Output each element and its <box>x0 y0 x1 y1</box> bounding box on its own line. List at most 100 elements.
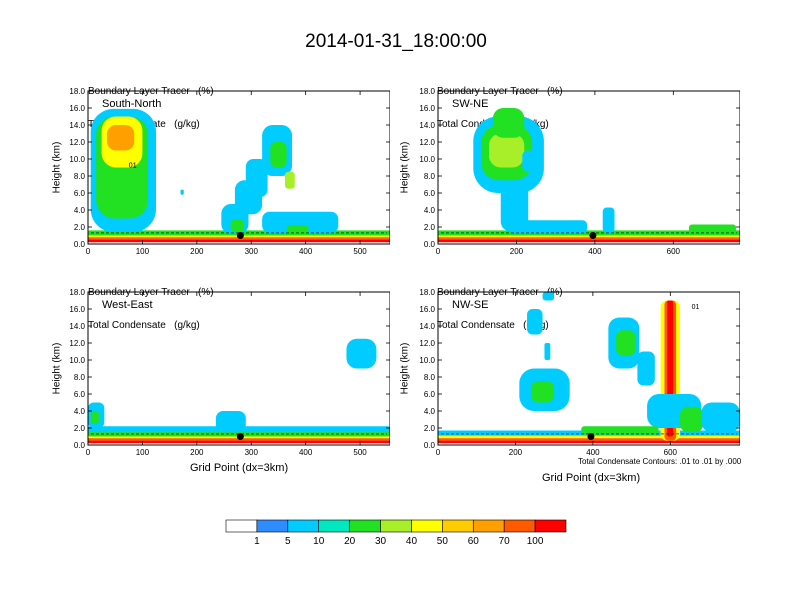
location-marker <box>236 232 244 239</box>
colorbar-label: 50 <box>436 536 448 547</box>
tracer-region <box>230 219 245 233</box>
y-tick-label: 16.0 <box>69 305 85 314</box>
panel-label: NW-SE <box>452 299 488 311</box>
y-tick-label: 6.0 <box>424 390 436 399</box>
tracer-region <box>492 108 525 138</box>
plot-sw-ne: 0.0 2.0 4.0 6.0 8.0 10.0 12.0 14.0 16.0 18.0 0 200 4… <box>419 87 740 256</box>
contour-label: 01 <box>692 304 700 311</box>
y-tick-label: 4.0 <box>74 407 86 416</box>
tracer-region <box>530 381 555 403</box>
tracer-region <box>527 309 543 335</box>
y-tick-label: 16.0 <box>419 305 435 314</box>
y-tick-label: 6.0 <box>74 189 86 198</box>
plot-nw-se: 0.0 2.0 4.0 6.0 8.0 10.0 12.0 14.0 16.0 18.0 0 200 4… <box>419 288 740 457</box>
x-tick-label: 600 <box>667 247 681 256</box>
tracer-region <box>500 184 529 232</box>
contour-label: 01 <box>129 163 137 170</box>
y-tick-label: 18.0 <box>69 87 85 96</box>
x-tick-label: 0 <box>86 448 91 457</box>
colorbar-swatch <box>411 519 443 533</box>
tracer-region <box>602 207 615 233</box>
colorbar-swatch <box>472 519 505 533</box>
tracer-region <box>90 411 99 424</box>
plot-south-north: 0.0 2.0 4.0 6.0 8.0 10.0 12.0 14.0 16.0 18.0 0 100 2… <box>69 87 390 256</box>
y-tick-label: 12.0 <box>69 339 85 348</box>
y-tick-label: 10.0 <box>69 356 85 365</box>
colorbar-swatch <box>318 519 350 533</box>
y-tick-label: 2.0 <box>74 424 86 433</box>
colorbar-label: 20 <box>344 536 356 547</box>
x-tick-label: 0 <box>436 247 441 256</box>
x-tick-label: 500 <box>353 448 367 457</box>
y-tick-label: 16.0 <box>419 104 435 113</box>
y-tick-label: 8.0 <box>424 373 436 382</box>
tracer-region <box>522 150 539 172</box>
tracer-region <box>245 159 268 198</box>
plot-west-east: 0.0 2.0 4.0 6.0 8.0 10.0 12.0 14.0 16.0 18.0 0 100 2… <box>69 288 390 457</box>
y-tick-label: 4.0 <box>74 206 86 215</box>
main-title: 2014-01-31_18:00:00 <box>305 31 487 52</box>
y-tick-label: 0.0 <box>74 441 86 450</box>
colorbar-label: 100 <box>526 536 544 547</box>
y-tick-label: 4.0 <box>424 407 436 416</box>
x-tick-label: 200 <box>190 448 204 457</box>
plot-frame <box>437 90 740 245</box>
xlabel-nw-se: Grid Point (dx=3km) <box>542 472 641 484</box>
colorbar-label: 60 <box>467 536 479 547</box>
tracer-region <box>488 133 525 168</box>
location-marker <box>587 433 595 440</box>
x-tick-label: 400 <box>588 247 602 256</box>
colorbar-label: 30 <box>374 536 387 547</box>
tracer-region <box>689 224 737 233</box>
tracer-region <box>581 426 659 435</box>
y-tick-label: 4.0 <box>424 206 436 215</box>
header-condensate-label: Total Condensate (g/kg) <box>88 320 200 331</box>
colorbar-swatch <box>256 519 289 533</box>
x-tick-label: 300 <box>245 247 259 256</box>
y-tick-label: 0.0 <box>424 441 436 450</box>
x-tick-label: 100 <box>136 247 150 256</box>
x-tick-label: 500 <box>353 247 367 256</box>
tracer-region <box>508 220 588 233</box>
x-tick-label: 300 <box>245 448 259 457</box>
x-tick-label: 400 <box>586 448 600 457</box>
heatmap-field <box>438 108 740 243</box>
y-tick-label: 0.0 <box>424 240 436 249</box>
y-tick-label: 6.0 <box>424 189 436 198</box>
location-marker <box>236 433 244 440</box>
y-tick-label: 10.0 <box>69 155 85 164</box>
tracer-region <box>270 142 287 168</box>
tracer-region <box>616 330 636 356</box>
colorbar-label: 70 <box>498 536 510 547</box>
y-tick-label: 10.0 <box>419 356 435 365</box>
plot-frame <box>437 291 740 446</box>
colorbar-swatch <box>349 519 381 533</box>
y-tick-label: 12.0 <box>69 138 85 147</box>
x-tick-label: 400 <box>299 448 313 457</box>
location-marker <box>589 232 597 239</box>
colorbar-label: 10 <box>313 536 325 547</box>
x-tick-label: 200 <box>190 247 204 256</box>
heatmap-field <box>88 108 390 243</box>
colorbar-swatch <box>442 519 474 533</box>
tracer-region <box>215 411 246 433</box>
plot-frame <box>87 90 390 245</box>
colorbar-label: 1 <box>254 536 260 547</box>
y-tick-label: 2.0 <box>74 223 86 232</box>
y-tick-label: 12.0 <box>419 339 435 348</box>
tracer-region <box>720 415 740 428</box>
panel-label: SW-NE <box>452 98 488 110</box>
y-tick-label: 14.0 <box>419 322 435 331</box>
y-tick-label: 2.0 <box>424 223 436 232</box>
xlabel-west-east: Grid Point (dx=3km) <box>190 462 289 474</box>
tracer-region <box>438 236 740 240</box>
y-tick-label: 6.0 <box>74 390 86 399</box>
y-tick-label: 18.0 <box>419 87 435 96</box>
colorbar-labels: 1 5 10 20 30 40 50 60 70 100 <box>0 536 792 550</box>
colorbar-label: 40 <box>405 536 418 547</box>
tracer-region <box>637 351 655 386</box>
plot-frame <box>87 291 390 446</box>
colorbar-swatch <box>225 519 258 533</box>
y-tick-label: 12.0 <box>419 138 435 147</box>
tracer-region <box>542 292 555 301</box>
